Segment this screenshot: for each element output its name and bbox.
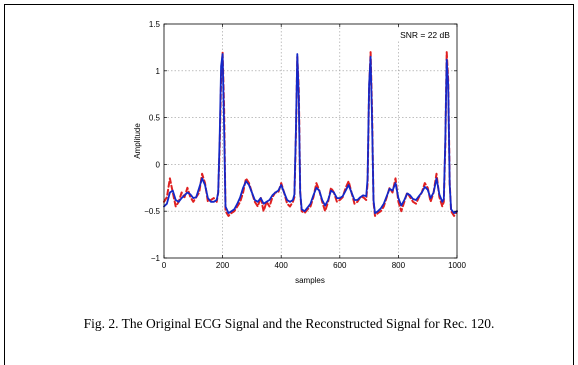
ecg-chart: 0 200 400 600 800 1000 −1 −0.5 0 0.5 1 1.5 SNR = 22…	[133, 20, 466, 285]
reconstructed-signal-line	[163, 53, 458, 215]
original-signal-line	[163, 51, 458, 217]
x-tick-label: 1000	[448, 261, 466, 270]
figure-frame	[4, 4, 574, 365]
x-tick-label: 400	[275, 261, 289, 270]
y-tick-label: 0.5	[149, 114, 161, 123]
y-tick-label: −1	[151, 254, 161, 263]
annotation-box	[396, 28, 455, 41]
snr-annotation: SNR = 22 dB	[400, 30, 450, 40]
tick-layer: 0 200 400 600 800 1000 −1 −0.5 0 0.5 1 1.5	[144, 20, 466, 270]
y-tick-label: −0.5	[144, 207, 160, 216]
y-tick-label: 0	[156, 160, 161, 169]
grid-lines	[164, 24, 457, 258]
figure-caption: Fig. 2. The Original ECG Signal and the …	[83, 316, 495, 331]
x-tick-label: 600	[333, 261, 347, 270]
x-tick-label: 200	[216, 261, 230, 270]
series-layer	[163, 51, 458, 217]
x-axis-label: samples	[295, 276, 325, 285]
plot-frame	[163, 23, 458, 259]
y-tick-label: 1.5	[149, 20, 161, 29]
x-tick-label: 800	[392, 261, 406, 270]
x-tick-label: 0	[162, 261, 167, 270]
y-axis-label: Amplitude	[133, 123, 142, 159]
y-tick-label: 1	[156, 67, 161, 76]
